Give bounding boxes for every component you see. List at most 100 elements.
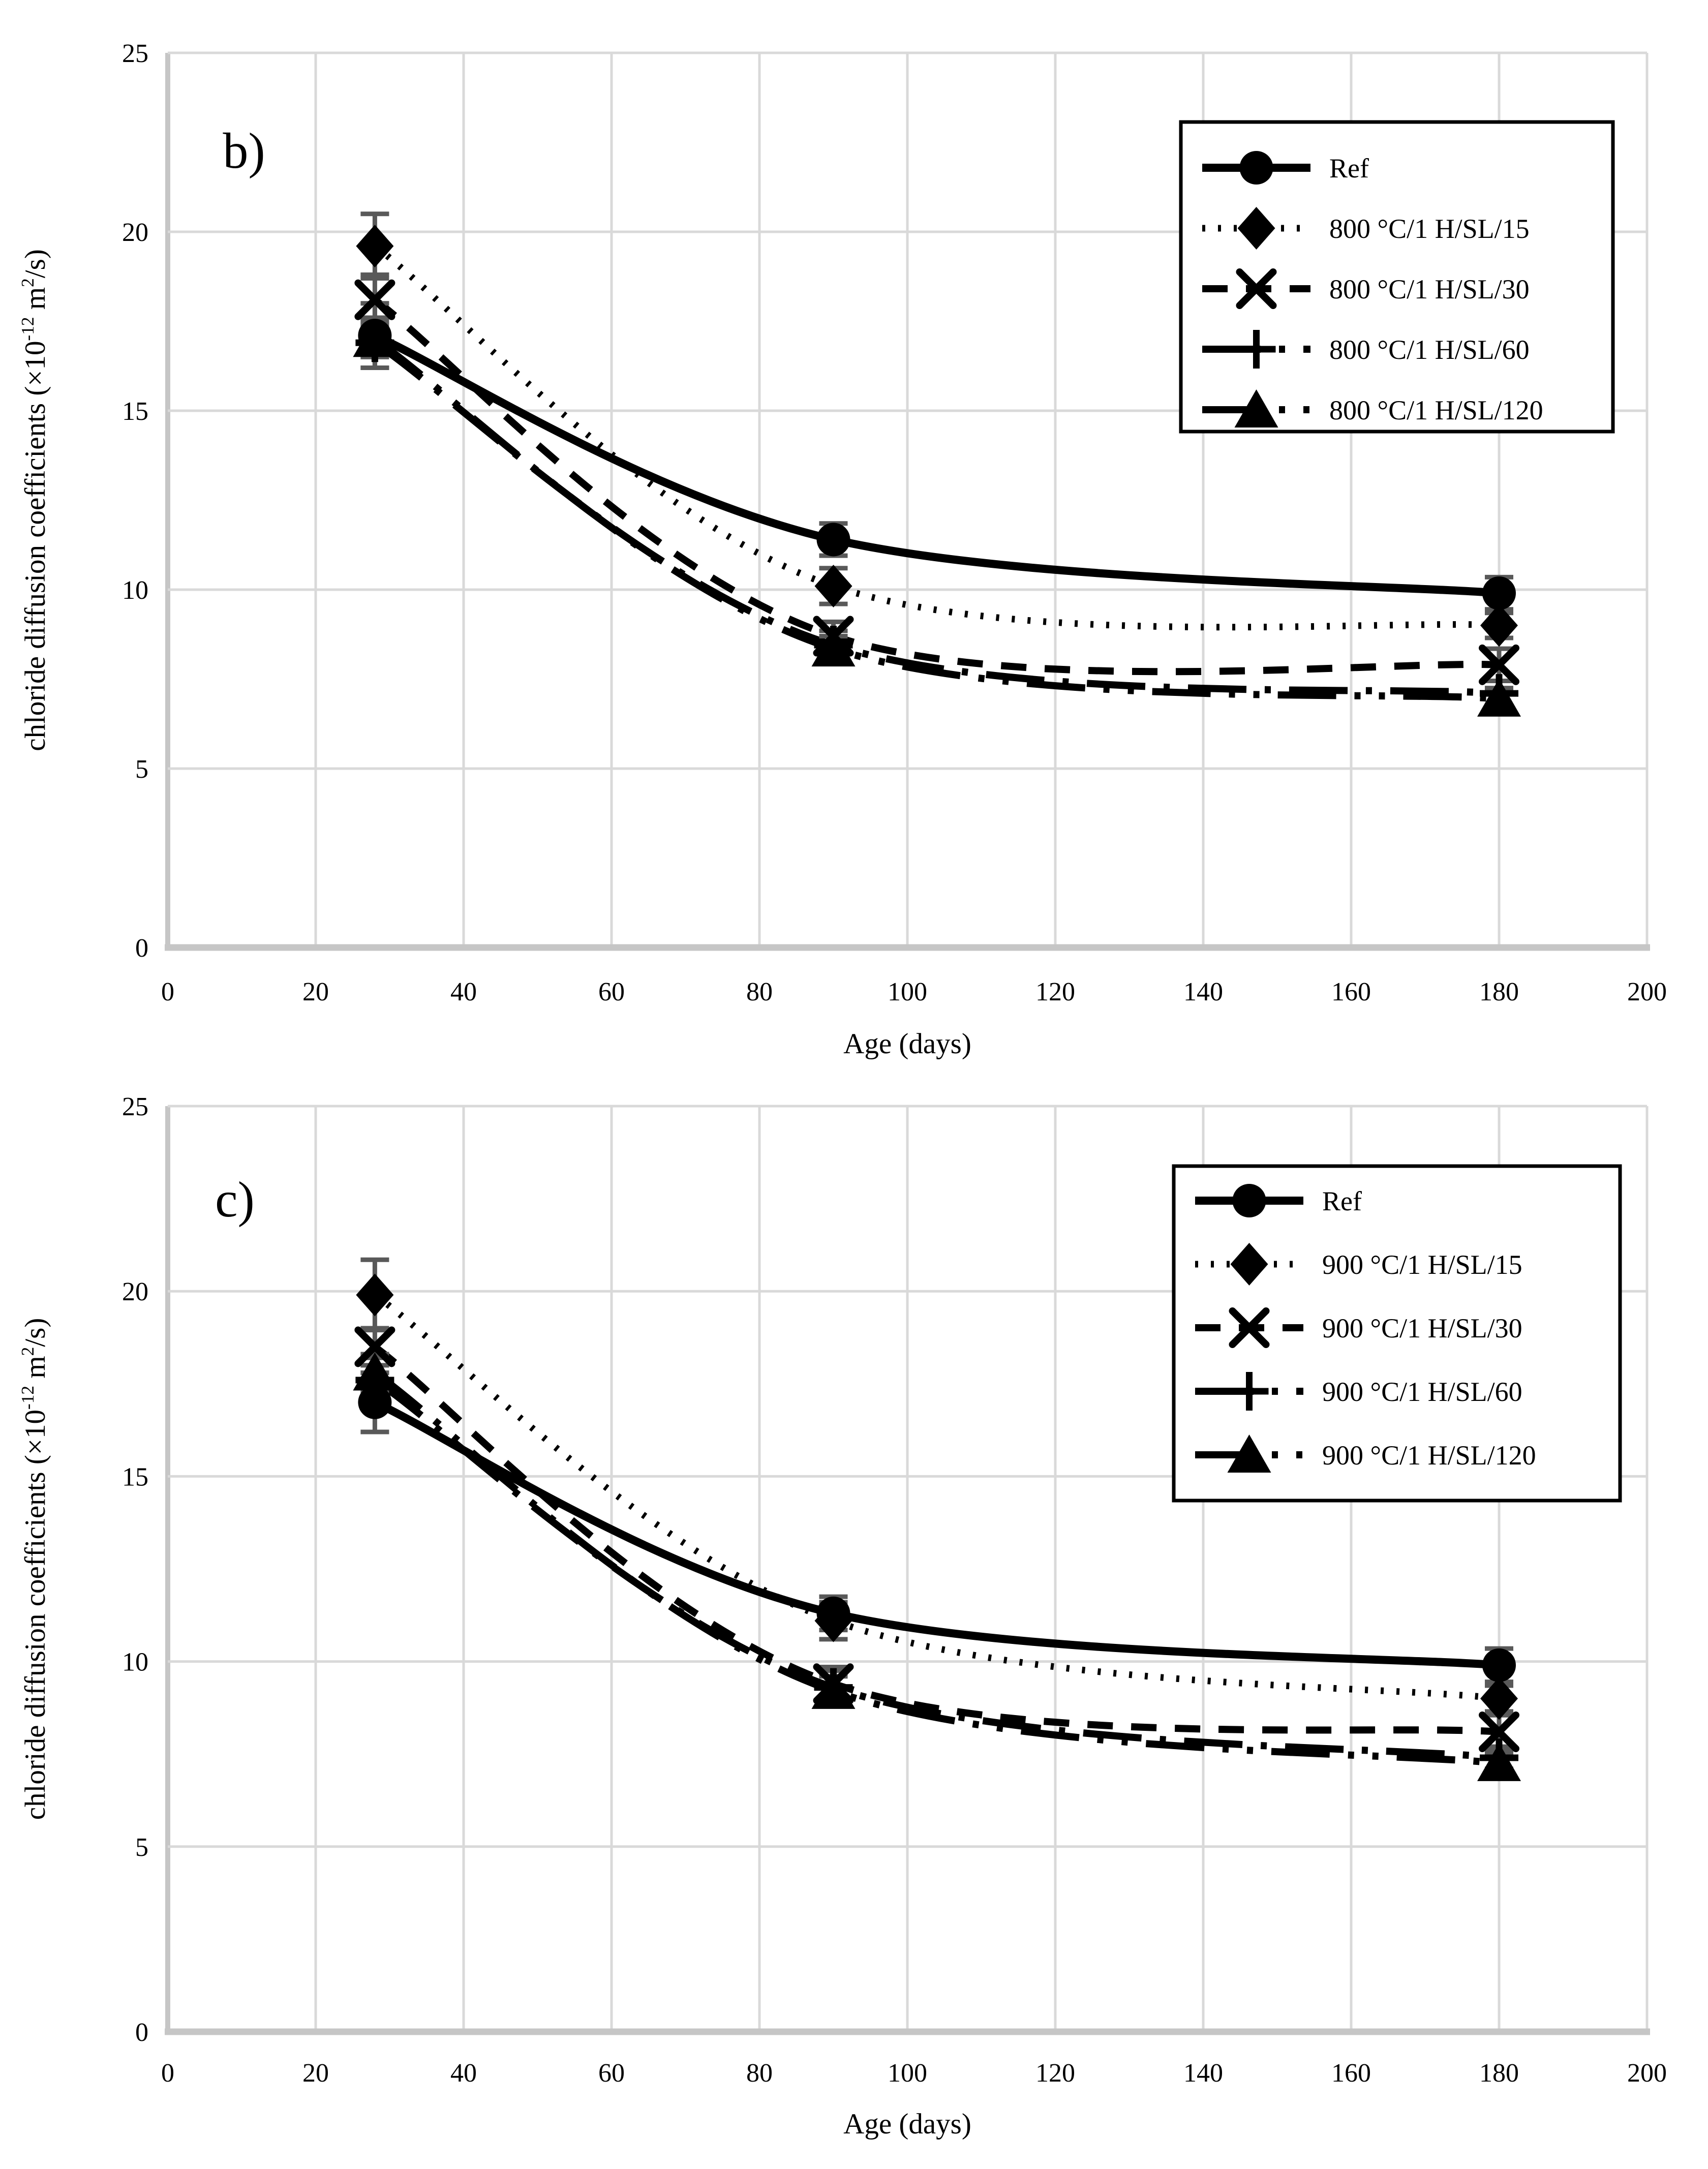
legend-label: 800 °C/1 H/SL/15 bbox=[1329, 213, 1530, 244]
x-tick-label: 140 bbox=[1183, 2059, 1223, 2088]
x-tick-label: 200 bbox=[1627, 2059, 1667, 2088]
chart-c: 0 20 40 60 80 100 120 140 160 180 200 0 5 10 15 20 25 Age… bbox=[18, 1092, 1667, 2140]
circle-marker bbox=[358, 1385, 392, 1419]
x-marker bbox=[1479, 644, 1519, 685]
y-tick-label: 25 bbox=[122, 1092, 148, 1121]
x-tick-label: 40 bbox=[450, 2059, 477, 2088]
x-axis-title: Age (days) bbox=[843, 1028, 971, 1060]
legend-item: 800 °C/1 H/SL/60 bbox=[1202, 330, 1530, 369]
x-tick-label: 0 bbox=[161, 977, 174, 1006]
legend-label: Ref bbox=[1329, 153, 1369, 184]
legend-marker bbox=[1230, 1372, 1269, 1411]
x-tick-label: 80 bbox=[746, 2059, 773, 2088]
series-line bbox=[373, 1292, 1500, 1702]
y-tick-label: 15 bbox=[122, 397, 148, 426]
series-markers bbox=[353, 1273, 1521, 1781]
diamond-marker bbox=[814, 564, 852, 607]
x-tick-label: 100 bbox=[888, 2059, 927, 2088]
x-tick-label: 100 bbox=[888, 977, 927, 1006]
y-tick-label: 10 bbox=[122, 1648, 148, 1677]
x-axis-title: Age (days) bbox=[843, 2108, 971, 2140]
legend-marker bbox=[1237, 330, 1276, 369]
series-line bbox=[373, 1369, 1500, 1767]
legend-item: 900 °C/1 H/SL/15 bbox=[1195, 1243, 1522, 1286]
y-axis-title: chloride diffusion coefficients (×10-12 … bbox=[18, 1318, 51, 1820]
x-marker bbox=[354, 279, 395, 320]
legend-marker bbox=[1227, 1434, 1271, 1473]
y-tick-label: 15 bbox=[122, 1462, 148, 1491]
legend-marker bbox=[1230, 1243, 1268, 1286]
legend-item: Ref bbox=[1195, 1184, 1362, 1217]
chart-b: 0 20 40 60 80 100 120 140 160 180 200 0 5 10 15 20 25 Age… bbox=[18, 39, 1667, 1060]
legend-item: 900 °C/1 H/SL/60 bbox=[1195, 1372, 1522, 1411]
y-tick-label: 0 bbox=[135, 934, 148, 963]
x-tick-label: 80 bbox=[746, 977, 773, 1006]
y-tick-label: 25 bbox=[122, 39, 148, 68]
triangle-marker bbox=[811, 1670, 856, 1709]
x-tick-label: 160 bbox=[1331, 977, 1371, 1006]
x-tick-label: 20 bbox=[302, 977, 329, 1006]
x-marker bbox=[354, 1326, 395, 1367]
circle-marker bbox=[1482, 576, 1516, 610]
legend-marker bbox=[1237, 207, 1275, 250]
panel-label: c) bbox=[215, 1171, 255, 1228]
y-tick-label: 0 bbox=[135, 2018, 148, 2047]
panel-label: b) bbox=[223, 123, 265, 179]
legend-label: 900 °C/1 H/SL/15 bbox=[1322, 1249, 1522, 1280]
x-tick-label: 60 bbox=[598, 977, 625, 1006]
legend-item: 800 °C/1 H/SL/15 bbox=[1202, 207, 1530, 250]
chart-panel-b: 0 20 40 60 80 100 120 140 160 180 200 0 5 10 15 20 25 Age… bbox=[0, 0, 1708, 1083]
legend-item: 800 °C/1 H/SL/120 bbox=[1202, 389, 1543, 427]
legend-label: 900 °C/1 H/SL/120 bbox=[1322, 1440, 1536, 1471]
circle-marker bbox=[1482, 1648, 1516, 1682]
legend-label: 800 °C/1 H/SL/120 bbox=[1329, 395, 1543, 425]
legend-marker bbox=[1239, 151, 1273, 185]
x-tick-label: 180 bbox=[1479, 977, 1519, 1006]
legend: Ref 900 °C/1 H/SL/15 900 °C/1 H/SL/30 900 °… bbox=[1172, 1164, 1622, 1503]
x-tick-label: 40 bbox=[450, 977, 477, 1006]
legend-item: Ref bbox=[1202, 151, 1369, 185]
triangle-marker bbox=[811, 628, 856, 667]
series-line bbox=[373, 297, 1500, 676]
series-line bbox=[373, 331, 1500, 597]
legend-marker bbox=[1234, 389, 1278, 427]
x-tick-label: 20 bbox=[302, 2059, 329, 2088]
triangle-marker bbox=[353, 1352, 397, 1391]
circle-marker bbox=[816, 523, 850, 557]
legend-item: 900 °C/1 H/SL/30 bbox=[1195, 1307, 1522, 1348]
diamond-marker bbox=[356, 225, 394, 268]
y-tick-label: 5 bbox=[135, 1833, 148, 1862]
triangle-marker bbox=[353, 319, 397, 357]
triangle-marker bbox=[1477, 678, 1521, 717]
legend: Ref 800 °C/1 H/SL/15 800 °C/1 H/SL/30 800 °… bbox=[1179, 120, 1615, 434]
x-marker bbox=[1479, 1711, 1519, 1752]
chart-panel-c: 0 20 40 60 80 100 120 140 160 180 200 0 5 10 15 20 25 Age… bbox=[0, 1083, 1708, 2166]
diamond-marker bbox=[1480, 604, 1518, 647]
legend-label: 800 °C/1 H/SL/60 bbox=[1329, 334, 1530, 365]
y-tick-label: 5 bbox=[135, 755, 148, 784]
diamond-marker bbox=[1480, 1677, 1518, 1720]
x-tick-label: 140 bbox=[1183, 977, 1223, 1006]
y-axis-title: chloride diffusion coefficients (×10-12 … bbox=[18, 249, 51, 751]
y-tick-label: 20 bbox=[122, 218, 148, 247]
series-line bbox=[373, 336, 1500, 702]
legend-marker bbox=[1236, 268, 1277, 309]
x-tick-label: 200 bbox=[1627, 977, 1667, 1006]
x-tick-label: 0 bbox=[161, 2059, 174, 2088]
legend-marker bbox=[1232, 1184, 1266, 1217]
x-tick-label: 160 bbox=[1331, 2059, 1371, 2088]
y-tick-label: 10 bbox=[122, 576, 148, 605]
tick-labels: 0 20 40 60 80 100 120 140 160 180 200 0 5 10 15 20 25 bbox=[122, 39, 1667, 1006]
diamond-marker bbox=[356, 1273, 394, 1317]
legend-label: 800 °C/1 H/SL/30 bbox=[1329, 274, 1530, 304]
x-tick-label: 120 bbox=[1035, 977, 1075, 1006]
legend-label: 900 °C/1 H/SL/60 bbox=[1322, 1377, 1522, 1407]
x-tick-label: 180 bbox=[1479, 2059, 1519, 2088]
tick-labels: 0 20 40 60 80 100 120 140 160 180 200 0 5 10 15 20 25 bbox=[122, 1092, 1667, 2088]
legend-marker bbox=[1229, 1307, 1270, 1348]
legend-item: 900 °C/1 H/SL/120 bbox=[1195, 1434, 1536, 1473]
legend-label: 900 °C/1 H/SL/30 bbox=[1322, 1313, 1522, 1343]
triangle-marker bbox=[1477, 1743, 1521, 1781]
legend-label: Ref bbox=[1322, 1186, 1362, 1216]
